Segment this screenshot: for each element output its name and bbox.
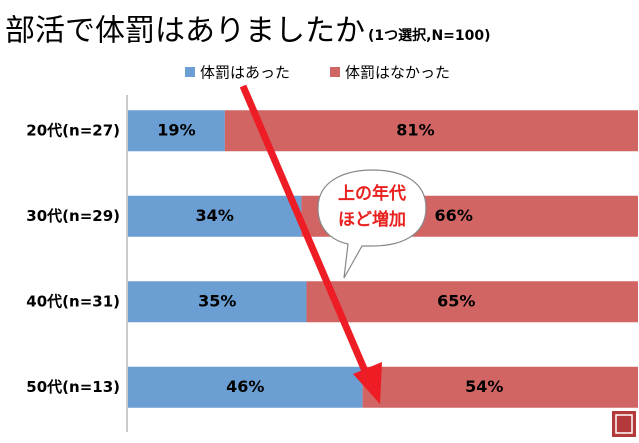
- bar-segment: [128, 110, 225, 152]
- annotation: ほど増加: [338, 209, 406, 230]
- y-tick-label: 30代(n=29): [26, 207, 120, 225]
- chart-subtitle: (1つ選択,N=100): [368, 27, 491, 44]
- y-tick-label: 40代(n=31): [26, 292, 120, 310]
- bar-segment: [128, 195, 302, 237]
- value-label: 54%: [465, 377, 503, 396]
- value-label: 66%: [435, 206, 473, 225]
- bar-segment: [306, 281, 638, 323]
- value-label: 35%: [198, 291, 236, 310]
- bar-segment: [128, 366, 363, 408]
- legend-label: 体罰はあった: [200, 64, 290, 82]
- value-label: 19%: [157, 120, 195, 139]
- value-label: 34%: [196, 206, 234, 225]
- annotation: 上の年代: [338, 183, 406, 204]
- bar-segment: [128, 281, 307, 323]
- value-label: 46%: [226, 377, 264, 396]
- legend-swatch: [185, 67, 195, 77]
- value-label: 81%: [396, 120, 434, 139]
- bar-segment: [224, 110, 638, 152]
- legend-swatch: [330, 67, 340, 77]
- trend-arrow: [239, 84, 382, 404]
- legend-label: 体罰はなかった: [345, 64, 450, 82]
- bar-segment: [362, 366, 638, 408]
- callout: [317, 169, 427, 279]
- chart-title: 部活で体罰はありましたか: [5, 14, 365, 49]
- value-label: 65%: [437, 291, 475, 310]
- logo-icon: [612, 411, 636, 437]
- y-tick-label: 20代(n=27): [26, 121, 120, 139]
- y-tick-label: 50代(n=13): [26, 378, 120, 396]
